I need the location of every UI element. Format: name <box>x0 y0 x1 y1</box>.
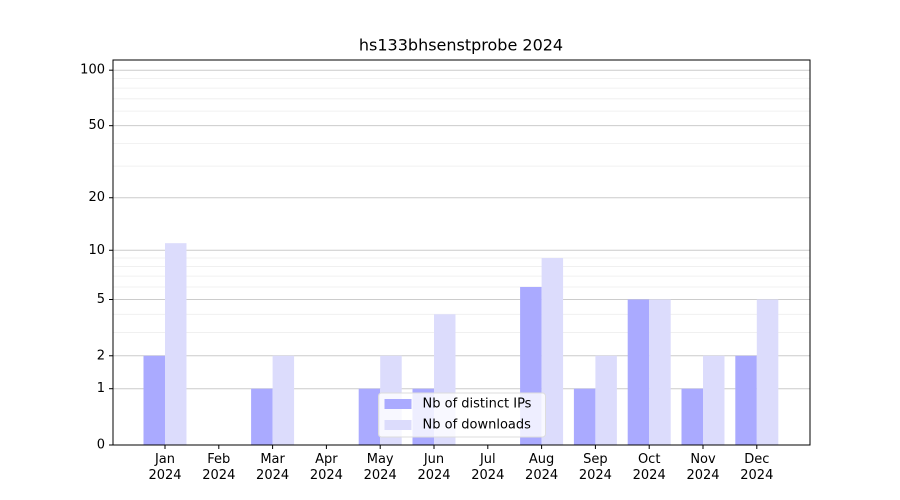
x-tick-label: Jul 2024 <box>471 452 505 483</box>
x-tick-label: Sep 2024 <box>578 452 612 483</box>
x-tick-label-box: May 2024 <box>363 452 397 483</box>
bar <box>573 388 596 445</box>
legend-swatch <box>384 399 412 409</box>
bar <box>627 299 650 445</box>
x-tick-label-box: Jan 2024 <box>148 452 182 483</box>
bar <box>143 355 165 445</box>
bar <box>251 388 273 445</box>
x-tick-label: Jun 2024 <box>417 452 451 483</box>
y-tick-label: 2 <box>97 348 105 363</box>
x-tick-label-box: Apr 2024 <box>309 452 343 483</box>
x-tick-label: Oct 2024 <box>632 452 666 483</box>
y-tick-label: 50 <box>88 118 105 133</box>
bar <box>595 355 617 445</box>
bar <box>649 299 671 445</box>
bar <box>165 243 187 445</box>
y-tick-label: 0 <box>97 438 105 453</box>
x-tick-label: Apr 2024 <box>309 452 343 483</box>
bar <box>703 355 725 445</box>
x-tick-label: Nov 2024 <box>686 452 720 483</box>
bar <box>272 355 295 445</box>
legend-swatch <box>384 420 412 430</box>
x-tick-label-box: Mar 2024 <box>256 452 290 483</box>
y-tick-label: 1 <box>97 381 105 396</box>
x-tick-label-box: Sep 2024 <box>578 452 612 483</box>
legend: Nb of distinct IPs Nb of downloads <box>378 392 546 438</box>
x-tick-label-box: Jul 2024 <box>471 452 505 483</box>
chart-title: hs133bhsenstprobe 2024 <box>359 36 563 55</box>
x-tick-label-box: Aug 2024 <box>525 452 559 483</box>
x-tick-label-box: Nov 2024 <box>686 452 720 483</box>
bar <box>681 388 703 445</box>
bar <box>735 355 757 445</box>
y-tick-label: 20 <box>88 190 105 205</box>
x-tick-label-box: Oct 2024 <box>632 452 666 483</box>
bar <box>756 299 779 445</box>
x-tick-label-box: Jun 2024 <box>417 452 451 483</box>
x-tick-label: Aug 2024 <box>525 452 559 483</box>
bar <box>541 257 564 445</box>
y-tick-label: 5 <box>97 292 105 307</box>
x-tick-label-box: Dec 2024 <box>740 452 774 483</box>
legend-label: Nb of downloads <box>423 418 532 433</box>
plot-frame <box>112 59 811 446</box>
x-tick-label: May 2024 <box>363 452 397 483</box>
legend-box <box>378 392 546 438</box>
bar <box>358 388 381 445</box>
legend-label: Nb of distinct IPs <box>423 397 532 412</box>
y-tick-label: 10 <box>88 243 105 258</box>
x-tick-label-box: Feb 2024 <box>202 452 236 483</box>
x-tick-label: Feb 2024 <box>202 452 236 483</box>
x-tick-label: Jan 2024 <box>148 452 182 483</box>
y-tick-label: 100 <box>80 63 105 78</box>
x-tick-label: Dec 2024 <box>740 452 774 483</box>
x-tick-label: Mar 2024 <box>256 452 290 483</box>
